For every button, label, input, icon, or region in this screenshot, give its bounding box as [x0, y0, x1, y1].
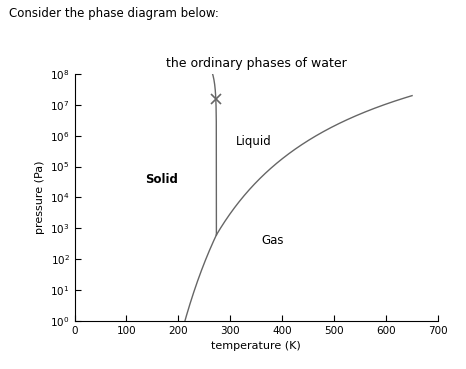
Y-axis label: pressure (Pa): pressure (Pa): [34, 161, 45, 234]
Text: Liquid: Liquid: [235, 135, 271, 148]
Text: Gas: Gas: [261, 234, 284, 248]
Title: the ordinary phases of water: the ordinary phases of water: [166, 57, 347, 70]
Text: Consider the phase diagram below:: Consider the phase diagram below:: [9, 7, 219, 20]
Text: Solid: Solid: [144, 173, 178, 186]
X-axis label: temperature (K): temperature (K): [212, 341, 301, 351]
